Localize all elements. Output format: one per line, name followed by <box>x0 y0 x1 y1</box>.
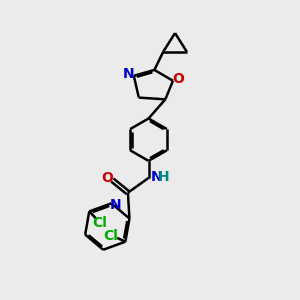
Text: O: O <box>101 171 113 185</box>
Text: N: N <box>151 170 162 184</box>
Text: N: N <box>123 67 134 81</box>
Text: N: N <box>110 198 122 212</box>
Text: Cl: Cl <box>103 230 118 243</box>
Text: Cl: Cl <box>92 216 107 230</box>
Text: H: H <box>158 170 170 184</box>
Text: O: O <box>172 72 184 86</box>
